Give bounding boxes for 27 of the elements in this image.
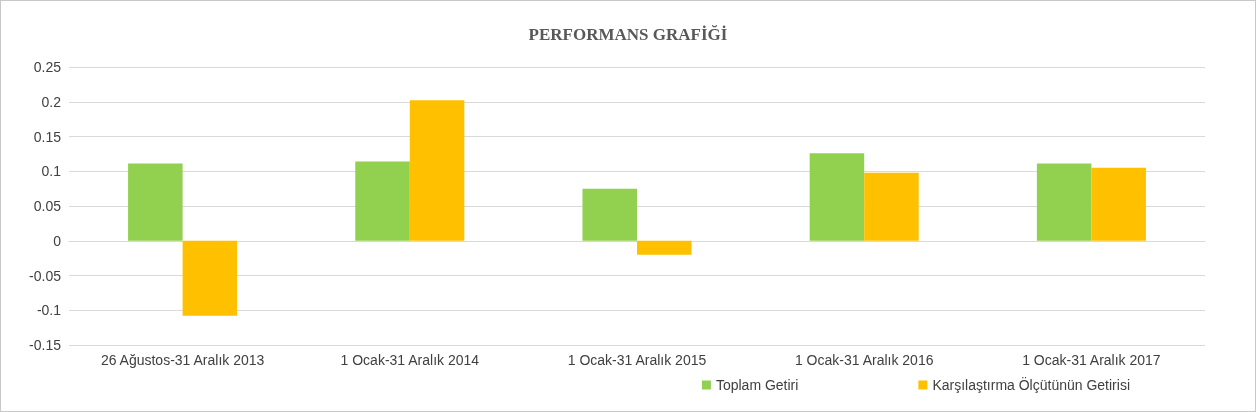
y-tick-label: -0.05	[29, 267, 62, 284]
bar	[637, 240, 692, 255]
legend-label: Toplam Getiri	[715, 377, 799, 393]
bar	[1036, 163, 1092, 241]
x-tick-label: 1 Ocak-31 Aralık 2014	[340, 352, 480, 368]
x-tick-label: 26 Ağustos-31 Aralık 2013	[100, 352, 265, 368]
x-tick-label: 1 Ocak-31 Aralık 2016	[794, 352, 934, 368]
y-tick-label: -0.1	[36, 302, 62, 319]
x-tick-label: 1 Ocak-31 Aralık 2017	[1022, 352, 1161, 368]
x-tick-label: 1 Ocak-31 Aralık 2015	[567, 352, 707, 368]
y-tick-label: -0.15	[29, 337, 62, 353]
bar	[355, 161, 410, 241]
y-tick-label: 0.15	[33, 128, 62, 145]
y-tick-label: 0.2	[41, 93, 62, 110]
bar	[864, 172, 919, 241]
bar	[409, 100, 465, 241]
y-tick-label: 0	[53, 232, 62, 249]
legend-label: Karşılaştırma Ölçütünün Getirisi	[932, 376, 1130, 393]
y-tick-label: 0.05	[33, 198, 62, 214]
bar	[182, 240, 238, 316]
bar	[582, 188, 637, 241]
bar	[128, 163, 183, 241]
y-tick-label: 0.1	[41, 163, 62, 180]
chart-title: PERFORMANS GRAFİĞİ	[528, 25, 728, 44]
y-tick-label: 0.25	[33, 59, 62, 75]
bar	[809, 153, 865, 241]
bar	[1091, 167, 1146, 241]
